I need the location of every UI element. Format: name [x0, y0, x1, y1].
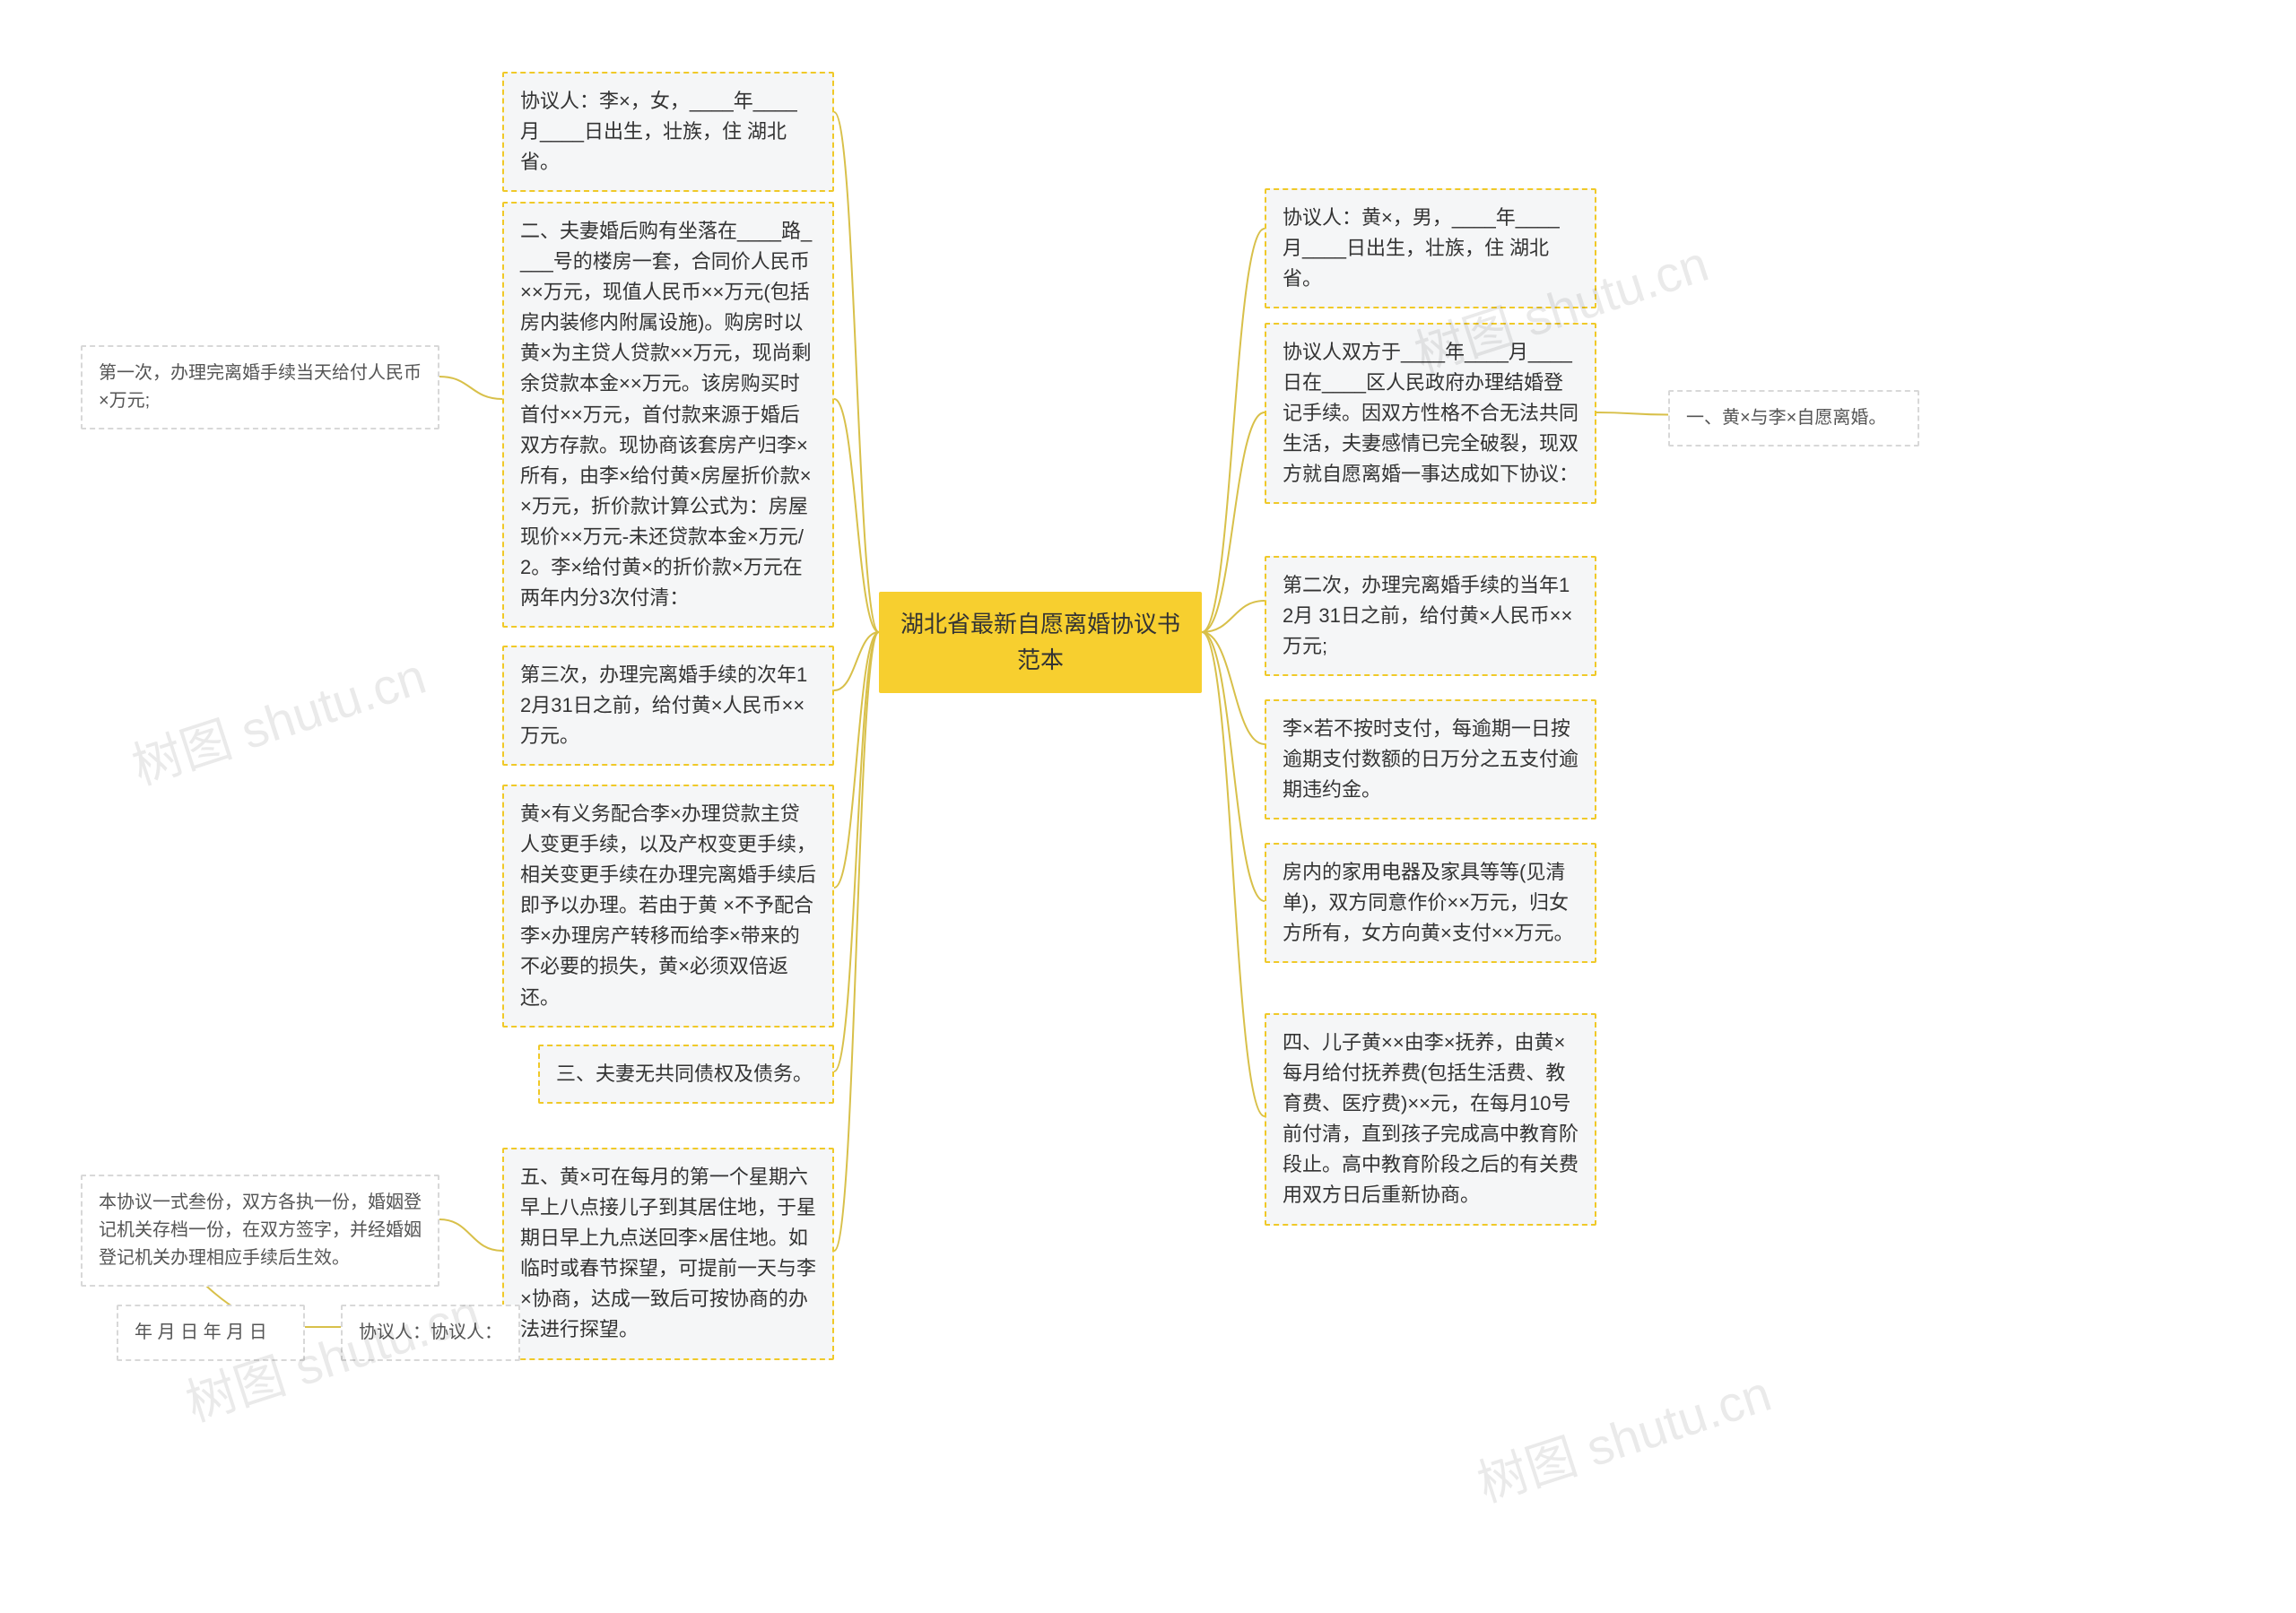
branch-left-5[interactable]: 三、夫妻无共同债权及债务。	[538, 1045, 834, 1104]
leaf-left-6a[interactable]: 本协议一式叁份，双方各执一份，婚姻登记机关存档一份，在双方签字，并经婚姻登记机关…	[81, 1175, 439, 1287]
mindmap-canvas: 湖北省最新自愿离婚协议书范本 协议人：李×，女，____年____月____日出…	[0, 0, 2296, 1613]
leaf-left-6a1[interactable]: 年 月 日 年 月 日	[117, 1305, 305, 1361]
branch-left-3[interactable]: 第三次，办理完离婚手续的次年12月31日之前，给付黄×人民币××万元。	[502, 646, 834, 766]
branch-right-2[interactable]: 协议人双方于____年____月____日在____区人民政府办理结婚登记手续。…	[1265, 323, 1596, 504]
branch-right-5[interactable]: 房内的家用电器及家具等等(见清单)，双方同意作价××万元，归女方所有，女方向黄×…	[1265, 843, 1596, 963]
leaf-left-6a1a[interactable]: 协议人：协议人：	[341, 1305, 520, 1361]
watermark: 树图 shutu.cn	[122, 637, 434, 800]
branch-right-4[interactable]: 李×若不按时支付，每逾期一日按逾期支付数额的日万分之五支付逾期违约金。	[1265, 699, 1596, 820]
branch-left-2[interactable]: 二、夫妻婚后购有坐落在____路____号的楼房一套，合同价人民币××万元，现值…	[502, 202, 834, 628]
branch-right-1[interactable]: 协议人：黄×，男，____年____月____日出生，壮族，住 湖北省。	[1265, 188, 1596, 308]
leaf-left-2a[interactable]: 第一次，办理完离婚手续当天给付人民币×万元;	[81, 345, 439, 429]
root-node[interactable]: 湖北省最新自愿离婚协议书范本	[879, 592, 1202, 693]
branch-left-6[interactable]: 五、黄×可在每月的第一个星期六早上八点接儿子到其居住地，于星期日早上九点送回李×…	[502, 1148, 834, 1360]
branch-left-1[interactable]: 协议人：李×，女，____年____月____日出生，壮族，住 湖北省。	[502, 72, 834, 192]
branch-right-6[interactable]: 四、儿子黄××由李×抚养，由黄×每月给付抚养费(包括生活费、教育费、医疗费)××…	[1265, 1013, 1596, 1226]
watermark: 树图 shutu.cn	[1467, 1354, 1779, 1517]
connector-lines	[0, 0, 2296, 1613]
leaf-right-2a[interactable]: 一、黄×与李×自愿离婚。	[1668, 390, 1919, 447]
branch-right-3[interactable]: 第二次，办理完离婚手续的当年12月 31日之前，给付黄×人民币××万元;	[1265, 556, 1596, 676]
branch-left-4[interactable]: 黄×有义务配合李×办理贷款主贷人变更手续，以及产权变更手续，相关变更手续在办理完…	[502, 785, 834, 1028]
